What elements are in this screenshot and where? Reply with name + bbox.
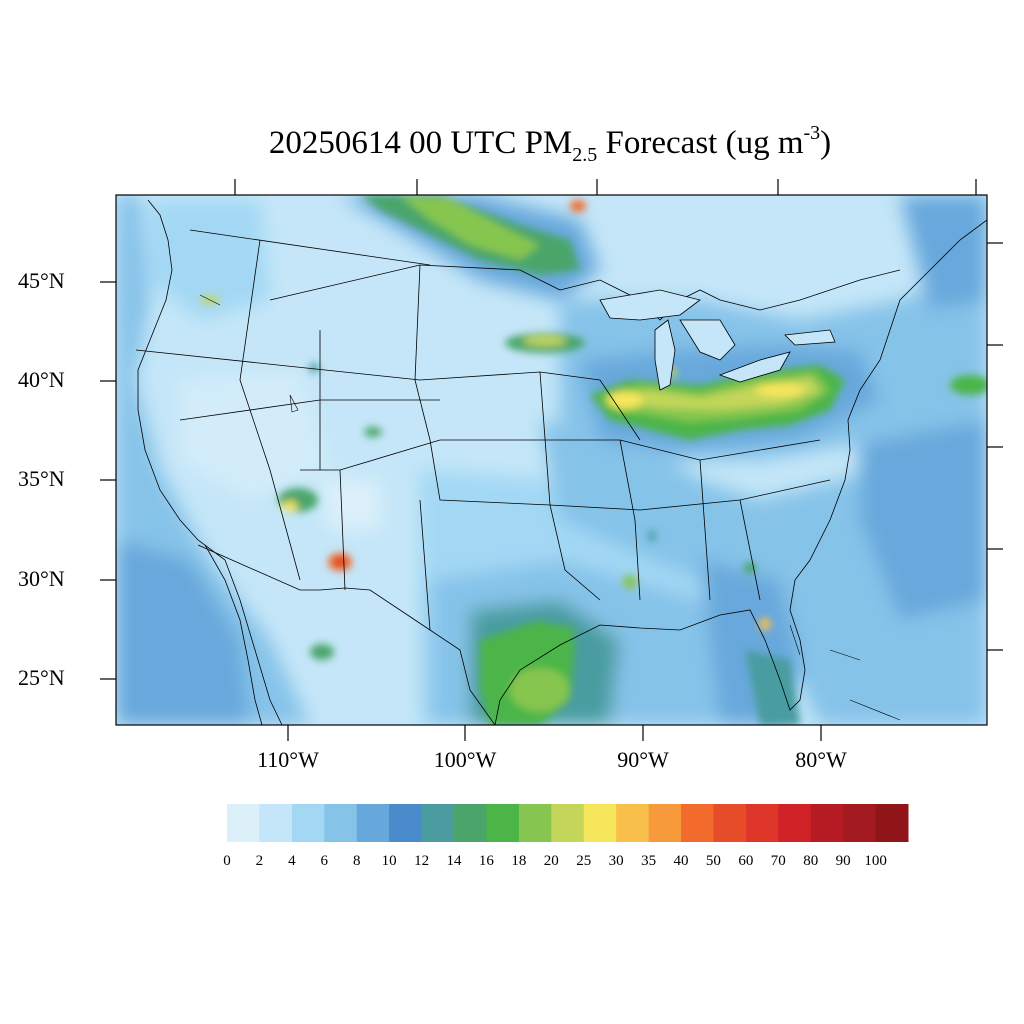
colorbar-swatch [259,804,293,842]
colorbar-tick-label: 18 [511,853,527,869]
colorbar-tick-label: 100 [864,853,887,869]
colorbar-swatch [454,804,487,842]
colorbar-swatch [583,804,617,842]
colorbar-tick-label: 35 [641,853,657,869]
colorbar-swatch [356,804,390,842]
colorbar-swatch [648,804,682,842]
colorbar-swatch [745,804,779,842]
colorbar-tick-label: 20 [543,853,559,869]
lat-label-35: 35°N [18,466,65,491]
colorbar-tick-label: 25 [576,853,592,869]
colorbar-tick-label: 40 [673,853,689,869]
lat-label-45: 45°N [18,268,65,293]
colorbar-tick-label: 6 [320,853,329,869]
colorbar-tick-label: 80 [803,853,819,869]
lon-label-100w: 100°W [433,747,497,772]
lat-label-25: 25°N [18,665,65,690]
colorbar-tick-label: 10 [381,853,397,869]
colorbar-tick-label: 2 [255,853,264,869]
colorbar-tick-label: 60 [738,853,754,869]
colorbar-swatch [421,804,455,842]
colorbar-swatch [810,804,844,842]
lat-label-30: 30°N [18,566,65,591]
colorbar-swatch [389,804,423,842]
colorbar [227,804,909,842]
colorbar-swatch [681,804,714,842]
lat-label-40: 40°N [18,367,65,392]
map-ticks [100,179,1003,741]
colorbar-tick-label: 90 [835,853,851,869]
colorbar-tick-label: 16 [478,853,494,869]
concentration-field [116,195,987,725]
map-title: 20250614 00 UTC PM2.5 Forecast (ug m-3) [268,122,832,166]
colorbar-swatch [486,804,520,842]
colorbar-tick-label: 0 [223,853,231,869]
colorbar-tick-label: 14 [446,853,462,869]
colorbar-swatch [518,804,552,842]
colorbar-tick-label: 8 [352,853,361,869]
colorbar-swatch [616,804,650,842]
colorbar-swatch [291,804,325,842]
lon-label-90w: 90°W [617,747,669,772]
colorbar-swatch [713,804,747,842]
colorbar-tick-label: 4 [288,853,296,869]
lon-label-110w: 110°W [257,747,319,772]
colorbar-swatch [778,804,812,842]
colorbar-tick-label: 12 [414,853,430,869]
colorbar-tick-label: 50 [705,853,721,869]
colorbar-swatch [324,804,358,842]
colorbar-tick-label: 30 [608,853,624,869]
lon-label-80w: 80°W [795,747,847,772]
colorbar-swatch [843,804,877,842]
colorbar-swatch [227,804,260,842]
colorbar-tick-label: 70 [770,853,786,869]
colorbar-swatch [551,804,585,842]
colorbar-swatch [875,804,909,842]
